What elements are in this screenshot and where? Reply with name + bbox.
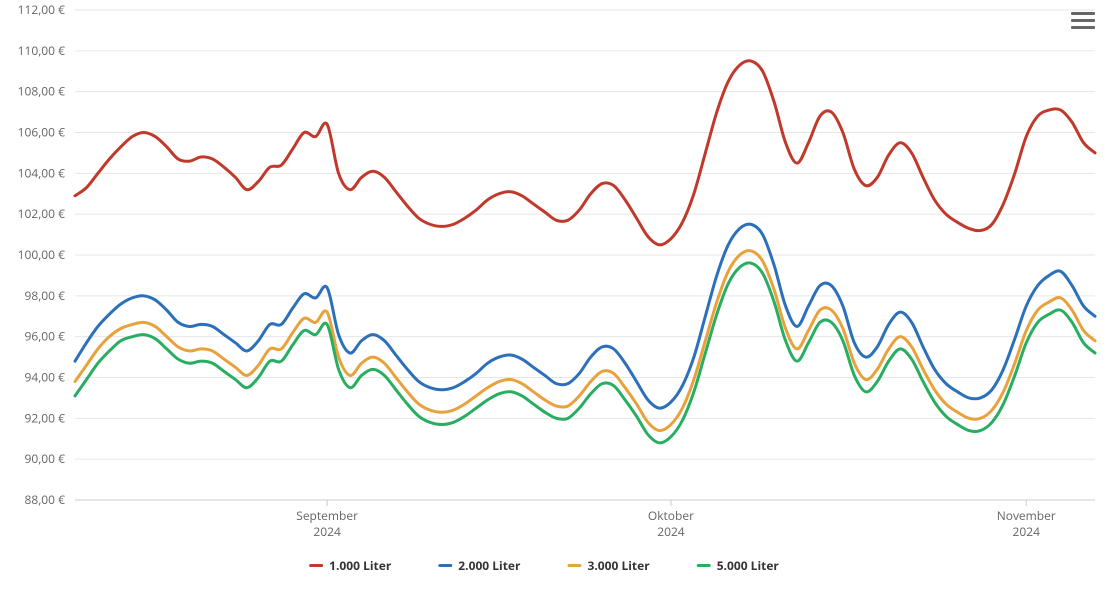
series-line-2.000-liter [75, 224, 1095, 408]
y-tick-label: 106,00 € [18, 124, 66, 141]
y-tick-label: 90,00 € [24, 450, 65, 467]
series-line-3.000-liter [75, 251, 1095, 431]
legend-marker[interactable] [438, 564, 452, 567]
legend-label[interactable]: 1.000 Liter [329, 557, 392, 574]
legend-label[interactable]: 2.000 Liter [458, 557, 521, 574]
x-tick-label-year: 2024 [657, 523, 685, 540]
y-tick-label: 100,00 € [18, 246, 66, 263]
legend-label[interactable]: 3.000 Liter [588, 557, 651, 574]
y-tick-label: 104,00 € [18, 164, 66, 181]
y-tick-label: 110,00 € [18, 42, 66, 59]
x-tick-label-month: Oktober [648, 507, 694, 524]
legend-marker[interactable] [697, 564, 711, 567]
y-tick-label: 92,00 € [24, 409, 65, 426]
price-line-chart: 88,00 € 90,00 € 92,00 € 94,00 € 96,00 € 98,00… [0, 0, 1105, 602]
x-tick-label-year: 2024 [313, 523, 341, 540]
chart-svg: 88,00 € 90,00 € 92,00 € 94,00 € 96,00 € 98,00… [0, 0, 1105, 602]
y-tick-label: 102,00 € [18, 205, 66, 222]
y-tick-label: 112,00 € [18, 1, 66, 18]
y-tick-label: 108,00 € [18, 83, 66, 100]
x-tick-label-year: 2024 [1013, 523, 1041, 540]
x-tick-label-month: September [296, 507, 358, 524]
chart-menu-icon[interactable] [1071, 8, 1095, 30]
legend-marker[interactable] [568, 564, 582, 567]
y-tick-label: 96,00 € [24, 328, 65, 345]
legend-marker[interactable] [309, 564, 323, 567]
series-line-1.000-liter [75, 61, 1095, 245]
y-tick-label: 88,00 € [24, 491, 65, 508]
y-tick-label: 94,00 € [24, 369, 65, 386]
legend-label[interactable]: 5.000 Liter [717, 557, 780, 574]
series-line-5.000-liter [75, 263, 1095, 443]
x-tick-label-month: November [997, 507, 1056, 524]
y-tick-label: 98,00 € [24, 287, 65, 304]
